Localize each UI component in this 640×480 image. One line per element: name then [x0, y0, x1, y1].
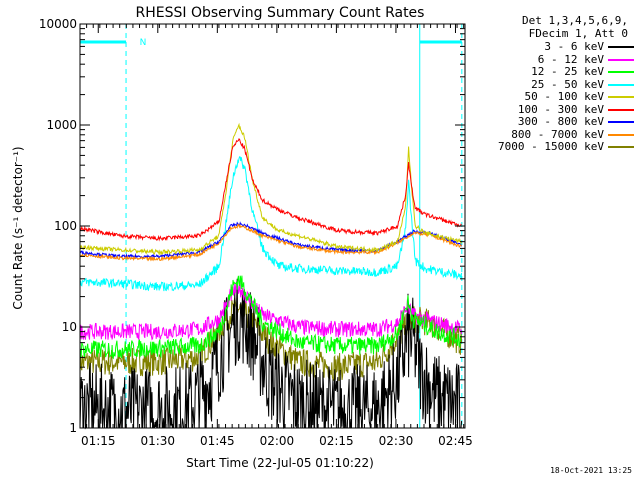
axes: 01:15 01:30 01:45 02:00 02:15 02:30 02:45 1 10 10… [39, 17, 473, 448]
x-tick-label: 02:00 [260, 434, 295, 448]
legend-item: 3 - 6 keV [480, 40, 640, 53]
legend-label: 6 - 12 keV [537, 52, 604, 66]
y-tick-label: 100 [54, 219, 77, 233]
legend-item: 300 - 800 keV [480, 115, 640, 128]
legend-swatch [608, 96, 634, 98]
legend-item: 50 - 100 keV [480, 90, 640, 103]
series-line-800-7000keV [79, 223, 462, 262]
series-line-3-6keV [79, 278, 463, 430]
legend-item: 12 - 25 keV [480, 65, 640, 78]
legend-label: 12 - 25 keV [531, 65, 604, 78]
legend-item: 800 - 7000 keV [480, 128, 640, 141]
series-line-12-25keV [79, 275, 463, 360]
legend-swatch [608, 108, 634, 111]
x-tick-label: 02:15 [319, 434, 354, 448]
x-axis-label: Start Time (22-Jul-05 01:10:22) [186, 456, 374, 470]
series-line-100-300keV [79, 138, 462, 242]
x-tick-label: 01:45 [200, 434, 235, 448]
y-axis-label: Count Rate (s⁻¹ detector⁻¹) [11, 146, 25, 309]
series-line-25-50keV [79, 156, 463, 292]
x-tick-label: 01:30 [140, 434, 175, 448]
legend: Det 1,3,4,5,6,9, FDecim 1, Att 0 3 - 6 k… [480, 14, 640, 153]
plot-area: N [79, 24, 463, 430]
legend-label: 50 - 100 keV [524, 90, 604, 103]
legend-item: 25 - 50 keV [480, 78, 640, 91]
footer-timestamp: 18-Oct-2021 13:25 [550, 466, 632, 475]
x-tick-label: 02:30 [379, 434, 414, 448]
legend-item: 100 - 300 keV [480, 103, 640, 116]
x-tick-label: 02:45 [438, 434, 473, 448]
y-tick-label: 1 [69, 421, 77, 435]
legend-item: 7000 - 15000 keV [480, 140, 640, 153]
series-line-7000-15000keV [79, 297, 463, 381]
y-tick-label: 10000 [39, 17, 77, 31]
series-line-50-100keV [79, 122, 463, 256]
chart-title: RHESSI Observing Summary Count Rates [136, 5, 425, 21]
legend-swatch [608, 83, 634, 86]
legend-header-line-2: FDecim 1, Att 0 [528, 27, 628, 40]
legend-swatch [608, 146, 634, 148]
series-line-6-12keV [79, 280, 463, 342]
legend-item: 6 - 12 keV [480, 53, 640, 66]
legend-label: 100 - 300 keV [517, 102, 604, 116]
legend-label: 3 - 6 keV [544, 40, 604, 53]
legend-swatch [608, 58, 634, 61]
y-tick-label: 1000 [46, 118, 77, 132]
legend-swatch [608, 46, 634, 48]
y-tick-label: 10 [62, 320, 77, 334]
night-annotation: N [140, 38, 147, 48]
legend-header-line-1: Det 1,3,4,5,6,9, [522, 14, 628, 27]
series-line-300-800keV [80, 221, 463, 260]
legend-swatch [608, 71, 634, 73]
x-tick-label: 01:15 [81, 434, 116, 448]
legend-label: 800 - 7000 keV [511, 127, 604, 141]
legend-label: 300 - 800 keV [517, 115, 604, 128]
legend-swatch [608, 133, 634, 136]
legend-label: 25 - 50 keV [531, 77, 604, 91]
legend-swatch [608, 121, 634, 123]
legend-label: 7000 - 15000 keV [498, 140, 604, 153]
